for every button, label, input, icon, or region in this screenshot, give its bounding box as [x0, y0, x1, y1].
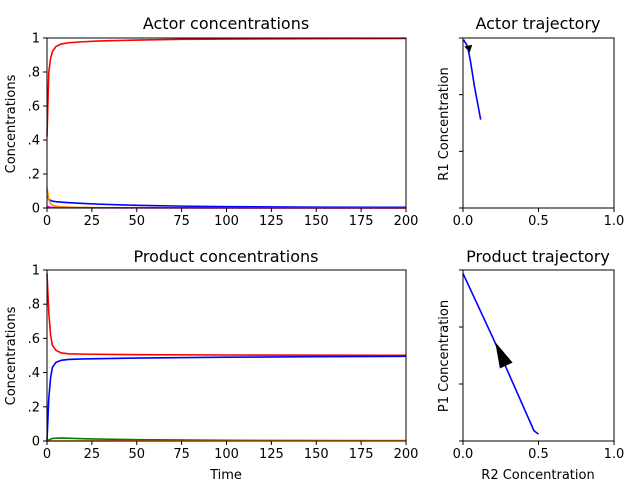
- x-tick-label: 1.0: [604, 214, 625, 229]
- chart-title: Product trajectory: [466, 247, 610, 266]
- y-tick-label: .4: [28, 366, 40, 381]
- y-tick-label: 1: [32, 264, 40, 279]
- x-tick-label: 175: [349, 447, 374, 462]
- x-tick-label: 100: [214, 447, 239, 462]
- x-tick-label: 1.0: [604, 447, 625, 462]
- y-axis-label: R1 Concentration: [437, 67, 452, 180]
- y-tick-label: .2: [28, 168, 40, 183]
- y-tick-label: 1: [32, 32, 40, 47]
- x-axis-label: R2 Concentration: [481, 468, 594, 480]
- x-tick-label: 0: [43, 447, 51, 462]
- y-tick-label: .8: [28, 66, 40, 81]
- y-tick-label: .4: [28, 134, 40, 149]
- chart-title: Actor concentrations: [143, 14, 309, 33]
- x-axis-label: Time: [209, 468, 242, 480]
- plot-frame: [46, 37, 407, 209]
- product-concentrations-panel: Product concentrations Concentrations Ti…: [4, 247, 418, 480]
- series-line-0: [463, 39, 482, 120]
- series-line-0: [462, 273, 539, 435]
- x-tick-label: 100: [214, 214, 239, 229]
- y-tick-label: .6: [28, 100, 40, 115]
- series-line-0: [46, 273, 407, 357]
- x-tick-label: 75: [173, 447, 190, 462]
- series-line-1: [46, 355, 407, 442]
- x-tick-label: 0.5: [528, 214, 549, 229]
- x-tick-label: 150: [304, 214, 329, 229]
- y-axis-label: Concentrations: [4, 306, 19, 405]
- y-axis-label: Concentrations: [4, 74, 19, 173]
- x-tick-label: 0.0: [453, 214, 474, 229]
- plot-frame: [462, 37, 615, 209]
- y-tick-label: 0: [32, 435, 40, 450]
- y-tick-label: 0: [32, 202, 40, 217]
- x-tick-label: 0.5: [528, 447, 549, 462]
- x-tick-label: 50: [128, 447, 145, 462]
- x-tick-label: 150: [304, 447, 329, 462]
- x-tick-label: 175: [349, 214, 374, 229]
- y-tick-label: .8: [28, 298, 40, 313]
- series-line-0: [46, 37, 407, 137]
- direction-arrow: [495, 342, 513, 369]
- x-tick-label: 25: [84, 447, 101, 462]
- x-tick-label: 125: [259, 214, 284, 229]
- x-tick-label: 200: [394, 447, 419, 462]
- actor-concentrations-panel: Actor concentrations Concentrations 0 25 5…: [4, 14, 418, 229]
- x-tick-label: 25: [84, 214, 101, 229]
- y-tick-label: .2: [28, 400, 40, 415]
- x-tick-label: 125: [259, 447, 284, 462]
- x-tick-label: 0: [43, 214, 51, 229]
- series-line-1: [46, 190, 407, 209]
- x-tick-label: 50: [128, 214, 145, 229]
- chart-title: Product concentrations: [134, 247, 319, 266]
- chart-title: Actor trajectory: [475, 14, 600, 33]
- x-tick-label: 200: [394, 214, 419, 229]
- actor-trajectory-panel: Actor trajectory R1 Concentration 0.0 0.5…: [437, 14, 624, 229]
- plot-frame: [46, 269, 407, 442]
- plot-frame: [462, 269, 615, 442]
- y-axis-label: P1 Concentration: [437, 300, 452, 412]
- x-tick-label: 75: [173, 214, 190, 229]
- y-tick-label: .6: [28, 332, 40, 347]
- direction-arrow: [464, 44, 473, 53]
- x-tick-label: 0.0: [453, 447, 474, 462]
- product-trajectory-panel: Product trajectory P1 Concentration R2 C…: [437, 247, 624, 480]
